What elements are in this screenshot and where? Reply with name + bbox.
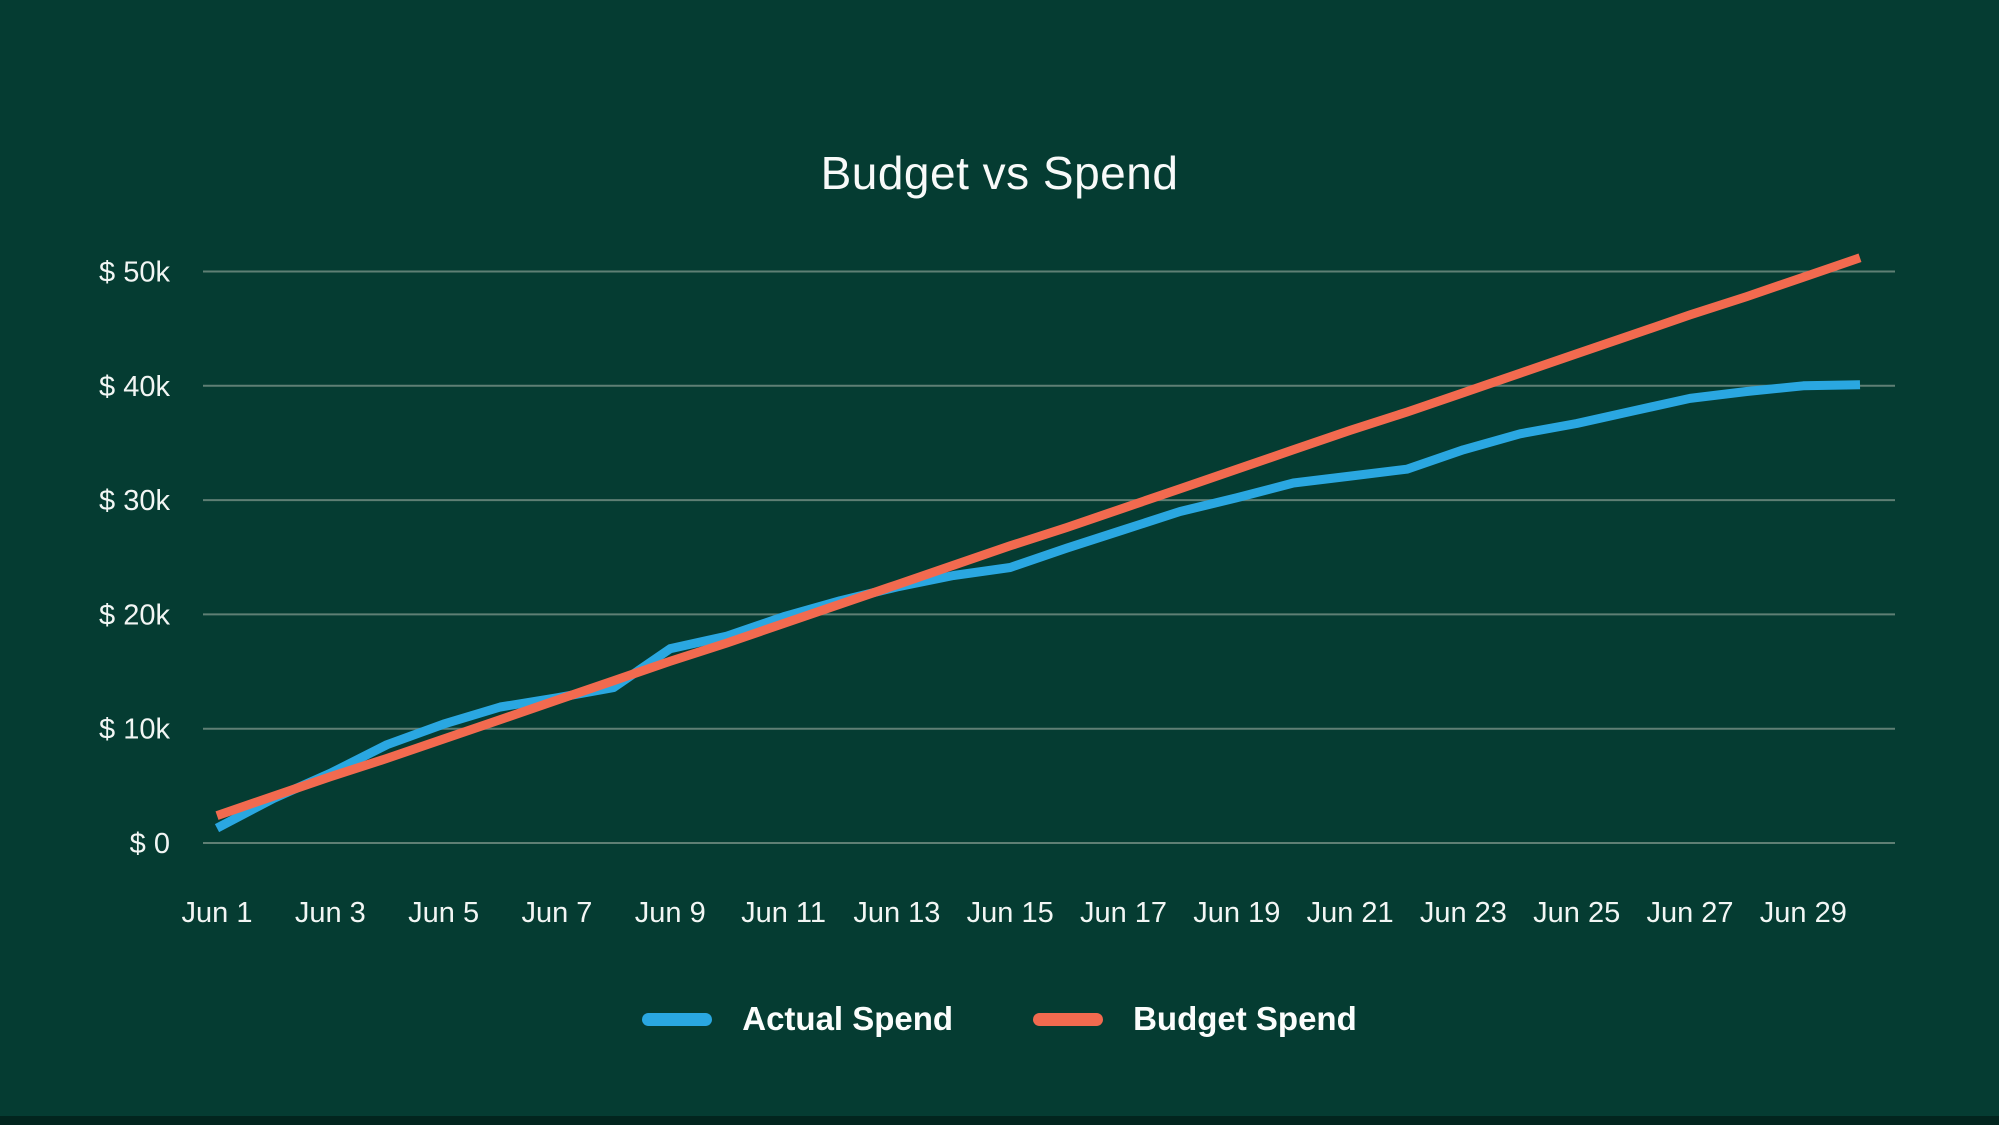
chart-legend: Actual Spend Budget Spend: [0, 1000, 1999, 1038]
actual-spend-line: [214, 380, 1861, 833]
x-axis-labels: Jun 1 Jun 3 Jun 5 Jun 7 Jun 9 Jun 11 Jun 13 Jun…: [182, 897, 1847, 929]
x-tick-label: Jun 3: [295, 897, 366, 929]
x-tick-label: Jun 19: [1193, 897, 1280, 929]
x-tick-label: Jun 5: [408, 897, 479, 929]
x-tick-label: Jun 25: [1533, 897, 1620, 929]
y-tick-label: $ 30k: [99, 485, 170, 517]
x-tick-label: Jun 17: [1080, 897, 1167, 929]
legend-item-budget-spend[interactable]: Budget Spend: [1033, 1000, 1357, 1038]
x-tick-label: Jun 13: [853, 897, 940, 929]
x-tick-label: Jun 11: [741, 897, 826, 929]
y-tick-label: $ 0: [130, 828, 170, 860]
actual-spend-swatch-icon: [642, 1012, 713, 1026]
budget-spend-line: [215, 253, 1862, 820]
window-bottom-edge: [0, 1116, 1999, 1125]
x-tick-label: Jun 27: [1646, 897, 1733, 929]
x-tick-label: Jun 7: [521, 897, 592, 929]
y-axis-labels: $ 0 $ 10k $ 20k $ 30k $ 40k $ 50k: [99, 257, 170, 861]
chart-title: Budget vs Spend: [820, 147, 1179, 199]
legend-item-actual-spend[interactable]: Actual Spend: [642, 1000, 953, 1038]
x-tick-label: Jun 23: [1420, 897, 1507, 929]
y-tick-label: $ 10k: [99, 714, 170, 746]
y-tick-label: $ 40k: [99, 371, 170, 403]
y-tick-label: $ 20k: [99, 599, 170, 631]
budget-spend-swatch-icon: [1033, 1012, 1104, 1026]
x-tick-label: Jun 29: [1760, 897, 1847, 929]
x-tick-label: Jun 9: [635, 897, 706, 929]
legend-label-actual-spend: Actual Spend: [742, 1000, 954, 1037]
x-tick-label: Jun 21: [1307, 897, 1394, 929]
x-tick-label: Jun 1: [182, 897, 253, 929]
y-tick-label: $ 50k: [99, 257, 170, 289]
legend-label-budget-spend: Budget Spend: [1133, 1000, 1357, 1037]
x-tick-label: Jun 15: [967, 897, 1054, 929]
